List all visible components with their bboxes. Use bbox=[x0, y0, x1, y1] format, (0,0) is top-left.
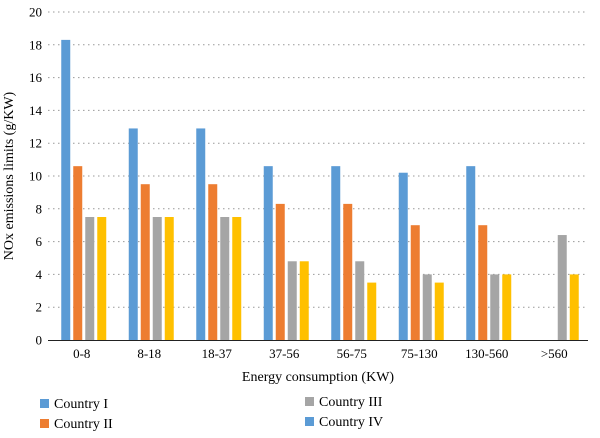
legend-swatch-3 bbox=[305, 397, 314, 406]
legend-label-4: Country IV bbox=[319, 415, 383, 430]
y-tick-label: 8 bbox=[36, 201, 43, 216]
bar-2-2 bbox=[208, 184, 218, 340]
bar-2-5 bbox=[410, 225, 420, 340]
legend-label-1: Country I bbox=[54, 397, 108, 412]
bar-1-3 bbox=[263, 166, 273, 340]
y-tick-label: 6 bbox=[36, 234, 43, 249]
bar-4-7 bbox=[569, 274, 579, 340]
y-axis-title: NOx emissions limits (g/KW) bbox=[2, 91, 17, 260]
y-tick-label: 0 bbox=[36, 333, 43, 348]
y-tick-label: 16 bbox=[29, 70, 43, 85]
legend-swatch-2 bbox=[40, 419, 49, 428]
x-tick-labels: 0-8 8-18 18-37 37-56 56-75 75-130 130-560 >560 bbox=[73, 346, 568, 361]
y-tick-label: 12 bbox=[29, 136, 42, 151]
bar-3-5 bbox=[422, 274, 432, 340]
y-tick-label: 18 bbox=[29, 37, 42, 52]
bar-4-6 bbox=[502, 274, 512, 340]
bar-3-3 bbox=[287, 261, 297, 340]
bar-1-6 bbox=[466, 166, 476, 340]
y-tick-label: 14 bbox=[29, 103, 43, 118]
bar-1-4 bbox=[331, 166, 341, 340]
x-tick-label: 8-18 bbox=[137, 346, 161, 361]
bar-3-1 bbox=[152, 217, 162, 340]
x-tick-label: 37-56 bbox=[269, 346, 300, 361]
bar-1-1 bbox=[128, 128, 138, 340]
x-tick-label: 0-8 bbox=[73, 346, 90, 361]
y-tick-label: 4 bbox=[36, 267, 43, 282]
bar-4-3 bbox=[299, 261, 309, 340]
x-tick-label: 56-75 bbox=[337, 346, 367, 361]
bar-3-6 bbox=[490, 274, 500, 340]
bar-4-1 bbox=[164, 217, 174, 340]
bar-2-3 bbox=[275, 203, 285, 340]
bar-3-7 bbox=[557, 235, 567, 340]
x-tick-label: 18-37 bbox=[202, 346, 233, 361]
bar-4-4 bbox=[367, 282, 377, 340]
legend-label-3: Country III bbox=[319, 395, 383, 410]
bar-2-4 bbox=[343, 203, 353, 340]
legend: Country I Country II Country III Country IV bbox=[40, 395, 383, 432]
x-tick-label: 130-560 bbox=[465, 346, 508, 361]
bar-2-1 bbox=[140, 184, 150, 340]
legend-label-2: Country II bbox=[54, 417, 113, 432]
bar-1-0 bbox=[61, 39, 71, 340]
bar-2-0 bbox=[73, 166, 83, 340]
x-axis-title: Energy consumption (KW) bbox=[242, 370, 394, 385]
y-tick-label: 2 bbox=[36, 300, 43, 315]
bar-3-0 bbox=[85, 217, 95, 340]
bar-1-2 bbox=[196, 128, 206, 340]
bar-1-5 bbox=[398, 172, 408, 340]
grid-lines bbox=[48, 11, 588, 308]
bar-3-4 bbox=[355, 261, 365, 340]
bar-2-6 bbox=[478, 225, 488, 340]
bar-4-2 bbox=[232, 217, 242, 340]
legend-swatch-4 bbox=[305, 417, 314, 426]
bar-3-2 bbox=[220, 217, 230, 340]
y-tick-label: 10 bbox=[29, 169, 42, 184]
y-tick-labels: 0 2 4 6 8 10 12 14 16 18 20 bbox=[29, 5, 43, 348]
bar-4-0 bbox=[97, 217, 107, 340]
y-tick-label: 20 bbox=[29, 5, 42, 20]
x-tick-label: 75-130 bbox=[401, 346, 438, 361]
x-tick-label: >560 bbox=[541, 346, 568, 361]
bars bbox=[61, 39, 579, 340]
legend-swatch-1 bbox=[40, 399, 49, 408]
bar-4-5 bbox=[434, 282, 444, 340]
